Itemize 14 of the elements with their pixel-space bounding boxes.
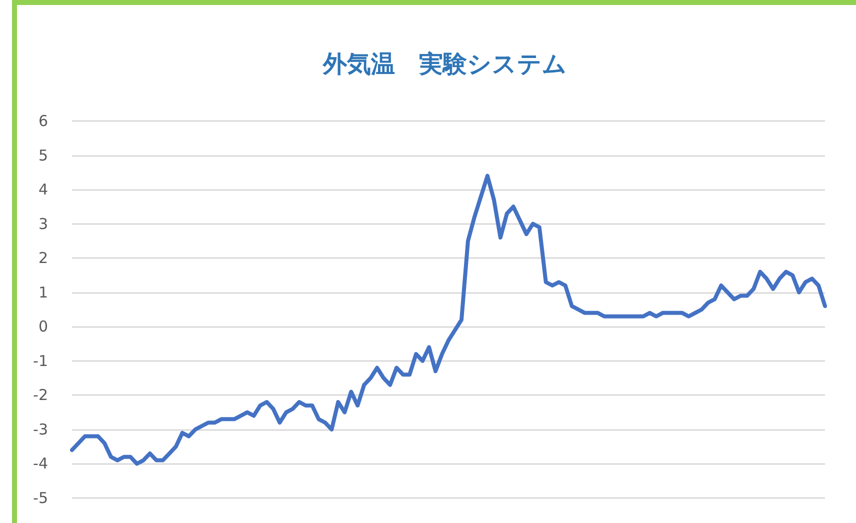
y-tick-label: 4 [38,180,48,199]
chart-title: 外気温 実験システム [322,50,567,78]
y-tick-label: 1 [38,283,48,302]
y-tick-label: 2 [38,249,48,268]
y-tick-label: -5 [33,489,48,507]
y-tick-label: -1 [33,352,48,370]
y-tick-label: -4 [33,454,48,473]
line-series [70,174,827,466]
y-tick-label: 5 [38,146,48,164]
y-tick-label: -3 [33,420,48,438]
y-tick-label: -2 [33,386,48,404]
y-tick-label: 0 [38,318,48,336]
y-tick-label: 3 [38,214,48,233]
y-tick-label: 6 [38,112,48,130]
